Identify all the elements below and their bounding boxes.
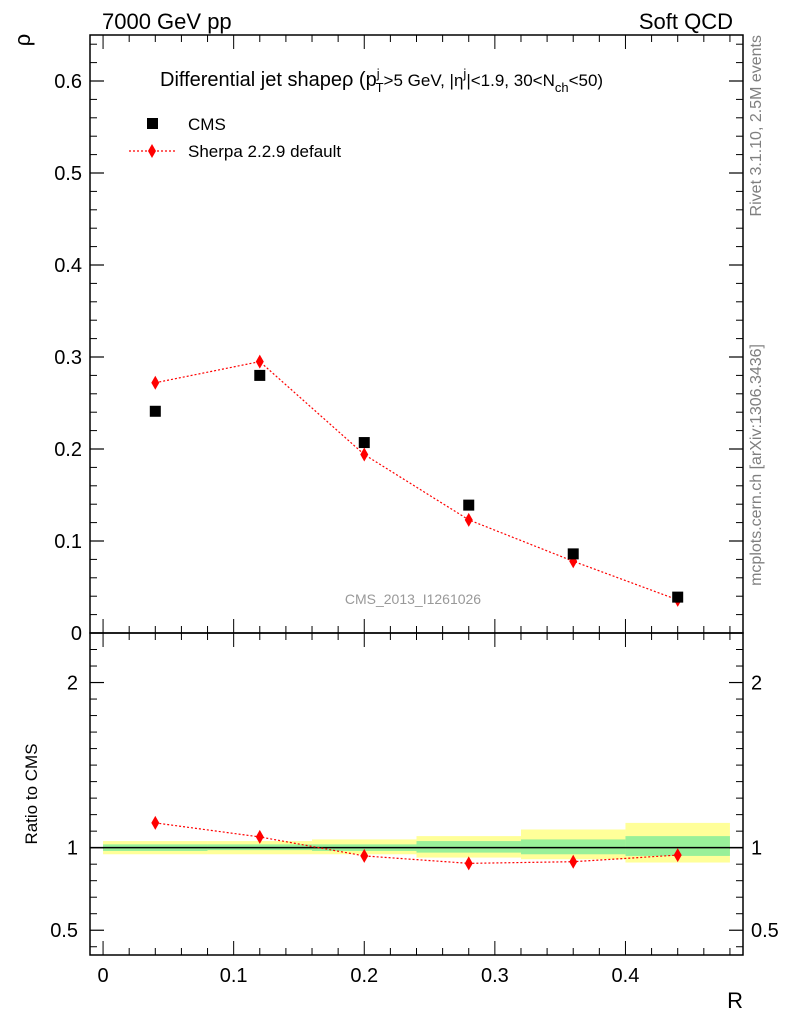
sherpa-point [151,375,160,390]
legend-marker-sherpa [148,144,156,158]
legend: CMS Sherpa 2.2.9 default [129,115,341,161]
y-tick-label: 0 [71,623,82,645]
legend-label-sherpa: Sherpa 2.2.9 default [188,142,341,161]
ratio-y-tick-label-right: 0.5 [751,920,779,942]
header-left: 7000 GeV pp [102,9,232,34]
ratio-frame [89,632,744,956]
main-panel: Differential jet shapeρ (pj T>5 GeV, |ηj|… [10,34,744,645]
sherpa-point [360,447,369,462]
ratio-y-tick-label: 1 [67,838,78,860]
sherpa-line [155,360,678,601]
y-axis-label: ρ [10,34,35,47]
ratio-plot-area: 0.5 0.5 1 1 2 2 0 0.1 0.2 0.3 0.4 [50,632,779,987]
stat-uncertainty-band [520,839,626,855]
ratio-sherpa-point [673,848,682,863]
ratio-sherpa-point [151,815,160,830]
rivet-label: Rivet 3.1.10, 2.5M events [748,35,765,216]
cms-point [463,499,475,511]
x-axis-label: R [727,988,743,1013]
cms-point [567,548,579,560]
ratio-sherpa-point [464,856,473,871]
ratio-y-tick-label: 2 [67,673,78,695]
y-tick-label: 0.3 [54,347,82,369]
ratio-sherpa-point [255,829,264,844]
y-tick-label: 0.5 [54,163,82,185]
ratio-y-tick-label-right: 2 [751,673,762,695]
ratio-sherpa-point [569,854,578,869]
x-tick-label: 0.3 [481,965,509,987]
ratio-sherpa-point [360,848,369,863]
ratio-y-tick-label-right: 1 [751,838,762,860]
x-tick-label: 0 [97,965,108,987]
ratio-y-tick-label: 0.5 [50,920,78,942]
x-tick-label: 0.4 [612,965,640,987]
x-tick-label: 0.2 [350,965,378,987]
sherpa-point [255,354,264,369]
sherpa-point [464,512,473,527]
y-tick-label: 0.1 [54,531,82,553]
header-right: Soft QCD [639,9,733,34]
stat-uncertainty-band [416,841,521,853]
ratio-y-axis-label: Ratio to CMS [22,743,41,844]
source-label: mcplots.cern.ch [arXiv:1306.3436] [748,344,765,586]
main-plot-area: 0 0.1 0.2 0.3 0.4 0.5 0.6 [54,34,744,645]
ratio-panel: 0.5 0.5 1 1 2 2 0 0.1 0.2 0.3 0.4 Ratio to CMS R [22,632,779,1013]
y-tick-label: 0.4 [54,255,82,277]
cms-point [672,591,684,603]
legend-label-cms: CMS [188,115,226,134]
watermark: CMS_2013_I1261026 [345,591,481,607]
x-tick-label: 0.1 [220,965,248,987]
cms-point [149,405,161,417]
main-title: Differential jet shapeρ (pj T>5 GeV, |ηj|… [160,66,603,95]
y-tick-label: 0.2 [54,439,82,461]
legend-marker-cms [147,118,158,129]
cms-point [358,437,370,449]
y-tick-label: 0.6 [54,71,82,93]
stat-uncertainty-band [625,836,730,856]
cms-point [254,369,266,381]
